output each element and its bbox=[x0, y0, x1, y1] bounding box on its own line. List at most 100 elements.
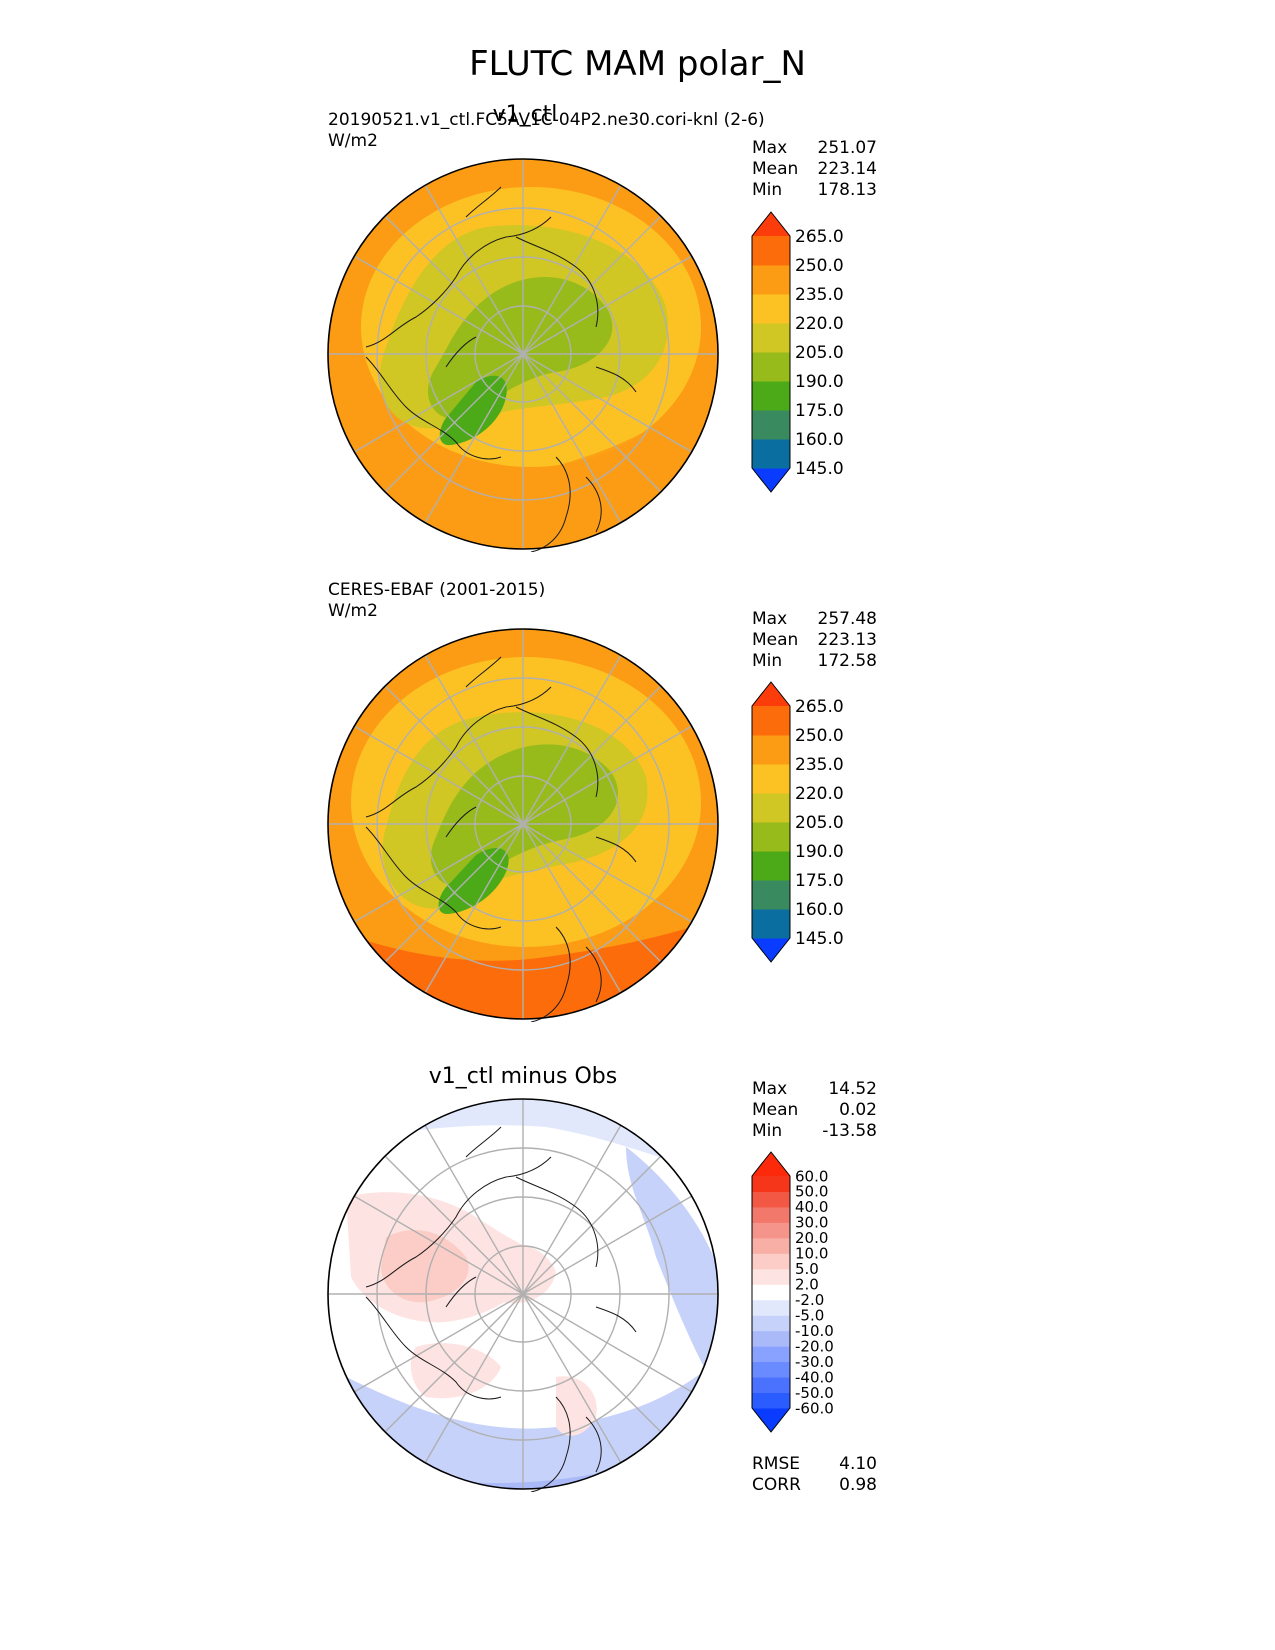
colorbar-segment bbox=[752, 381, 790, 411]
colorbar-segment bbox=[752, 1361, 790, 1378]
panel-1-source: 20190521.v1_ctl.FC5AV1C-04P2.ne30.cori-k… bbox=[328, 110, 765, 130]
colorbar-outline bbox=[751, 681, 791, 963]
stat-mean-label: Mean bbox=[752, 1100, 799, 1120]
colorbar-tick-label: 265.0 bbox=[795, 227, 844, 247]
colorbar-extend-min bbox=[752, 938, 790, 962]
rmse-value: 4.10 bbox=[839, 1454, 877, 1474]
colorbar-segment bbox=[752, 706, 790, 736]
colorbar-segment bbox=[752, 1237, 790, 1254]
colorbar-tick-label: 50.0 bbox=[795, 1183, 828, 1201]
panel-1-title: v1_ctl bbox=[492, 102, 558, 127]
colorbar-segment bbox=[752, 236, 790, 266]
panel-2-colorbar: 145.0 160.0 175.0 190.0 205.0 220.0 235.0 250.0… bbox=[751, 681, 844, 963]
stat-min-value: 172.58 bbox=[817, 651, 877, 671]
colorbar-tick-label: 20.0 bbox=[795, 1229, 828, 1247]
colorbar-tick-label: 265.0 bbox=[795, 697, 844, 717]
map-negative-east bbox=[626, 1147, 718, 1397]
colorbar-segment bbox=[752, 735, 790, 765]
map-border bbox=[327, 158, 719, 550]
colorbar-tick-label: 205.0 bbox=[795, 813, 844, 833]
stat-max-value: 14.52 bbox=[828, 1079, 877, 1099]
colorbar-extend-max bbox=[752, 212, 790, 236]
colorbar-tick-label: 235.0 bbox=[795, 285, 844, 305]
map-negative-south bbox=[328, 1357, 718, 1489]
stat-max-label: Max bbox=[752, 609, 788, 629]
colorbar-segment bbox=[752, 1346, 790, 1363]
coastlines bbox=[365, 1126, 637, 1492]
colorbar-tick-label: 220.0 bbox=[795, 314, 844, 334]
stat-mean-label: Mean bbox=[752, 159, 799, 179]
colorbar-segment bbox=[752, 439, 790, 469]
stat-max-label: Max bbox=[752, 138, 788, 158]
panel-1-stats: Max 251.07 Mean 223.14 Min 178.13 bbox=[752, 138, 877, 201]
colorbar-tick-label: 40.0 bbox=[795, 1198, 828, 1216]
stat-max-value: 251.07 bbox=[817, 138, 877, 158]
colorbar-tick-label: 160.0 bbox=[795, 900, 844, 920]
colorbar-tick-label: -2.0 bbox=[795, 1291, 824, 1309]
stat-mean-value: 223.14 bbox=[817, 159, 877, 179]
panel-3-stats: Max 14.52 Mean 0.02 Min -13.58 bbox=[752, 1079, 877, 1142]
colorbar-extend-min bbox=[752, 1408, 790, 1432]
coastlines bbox=[365, 186, 637, 552]
map-min-region bbox=[438, 848, 509, 915]
colorbar-tick-label: 250.0 bbox=[795, 256, 844, 276]
stat-min-value: 178.13 bbox=[817, 180, 877, 200]
colorbar-segment bbox=[752, 323, 790, 353]
colorbar-tick-label: -50.0 bbox=[795, 1384, 834, 1402]
stat-min-label: Min bbox=[752, 180, 783, 200]
panel-3-colorbar: -60.0-50.0-40.0-30.0-20.0-10.0-5.0-2.02.… bbox=[751, 1151, 834, 1433]
colorbar-tick-label: -30.0 bbox=[795, 1353, 834, 1371]
stat-min-value: -13.58 bbox=[822, 1121, 877, 1141]
colorbar-segment bbox=[752, 1299, 790, 1316]
stat-min-label: Min bbox=[752, 651, 783, 671]
stat-mean-label: Mean bbox=[752, 630, 799, 650]
panel-2-polar-map bbox=[327, 628, 719, 1022]
stat-max-label: Max bbox=[752, 1079, 788, 1099]
panel-2-units: W/m2 bbox=[328, 601, 378, 621]
figure-title: FLUTC MAM polar_N bbox=[469, 44, 806, 84]
corr-label: CORR bbox=[752, 1475, 801, 1495]
colorbar-tick-label: 145.0 bbox=[795, 459, 844, 479]
stat-max-value: 257.48 bbox=[817, 609, 877, 629]
colorbar-segment bbox=[752, 793, 790, 823]
colorbar-segment bbox=[752, 1191, 790, 1208]
corr-value: 0.98 bbox=[839, 1475, 877, 1495]
colorbar-segment bbox=[752, 1253, 790, 1270]
colorbar-tick-label: -60.0 bbox=[795, 1399, 834, 1417]
colorbar-segment bbox=[752, 880, 790, 910]
colorbar-segment bbox=[752, 265, 790, 295]
colorbar-segment bbox=[752, 822, 790, 852]
colorbar-extend-max bbox=[752, 1152, 790, 1176]
map-positive-southeast bbox=[556, 1376, 597, 1436]
colorbar-extend-max bbox=[752, 682, 790, 706]
map-min-region bbox=[439, 375, 507, 446]
colorbar-tick-label: 30.0 bbox=[795, 1214, 828, 1232]
colorbar-segment bbox=[752, 352, 790, 382]
colorbar-tick-label: -40.0 bbox=[795, 1368, 834, 1386]
colorbar-tick-label: 175.0 bbox=[795, 871, 844, 891]
colorbar-tick-label: 220.0 bbox=[795, 784, 844, 804]
panel-3-polar-map bbox=[327, 1098, 719, 1492]
colorbar-segment bbox=[752, 1206, 790, 1223]
colorbar-tick-label: 250.0 bbox=[795, 726, 844, 746]
colorbar-tick-label: -10.0 bbox=[795, 1322, 834, 1340]
colorbar-segment bbox=[752, 851, 790, 881]
rmse-label: RMSE bbox=[752, 1454, 801, 1474]
colorbar-extend-min bbox=[752, 468, 790, 492]
panel-3-metrics: RMSE 4.10 CORR 0.98 bbox=[752, 1454, 877, 1496]
colorbar-tick-label: 235.0 bbox=[795, 755, 844, 775]
panel-2-source: CERES-EBAF (2001-2015) bbox=[328, 580, 546, 600]
colorbar-segment bbox=[752, 1377, 790, 1394]
stat-min-label: Min bbox=[752, 1121, 783, 1141]
colorbar-segment bbox=[752, 1222, 790, 1239]
colorbar-segment bbox=[752, 1284, 790, 1301]
colorbar-tick-label: 160.0 bbox=[795, 430, 844, 450]
colorbar-tick-label: 2.0 bbox=[795, 1276, 819, 1294]
map-positive-core bbox=[381, 1229, 469, 1303]
colorbar-segment bbox=[752, 1176, 790, 1192]
stat-mean-value: 223.13 bbox=[817, 630, 877, 650]
colorbar-segment bbox=[752, 1330, 790, 1347]
colorbar-tick-label: 190.0 bbox=[795, 372, 844, 392]
map-border bbox=[327, 628, 719, 1020]
colorbar-segment bbox=[752, 909, 790, 939]
